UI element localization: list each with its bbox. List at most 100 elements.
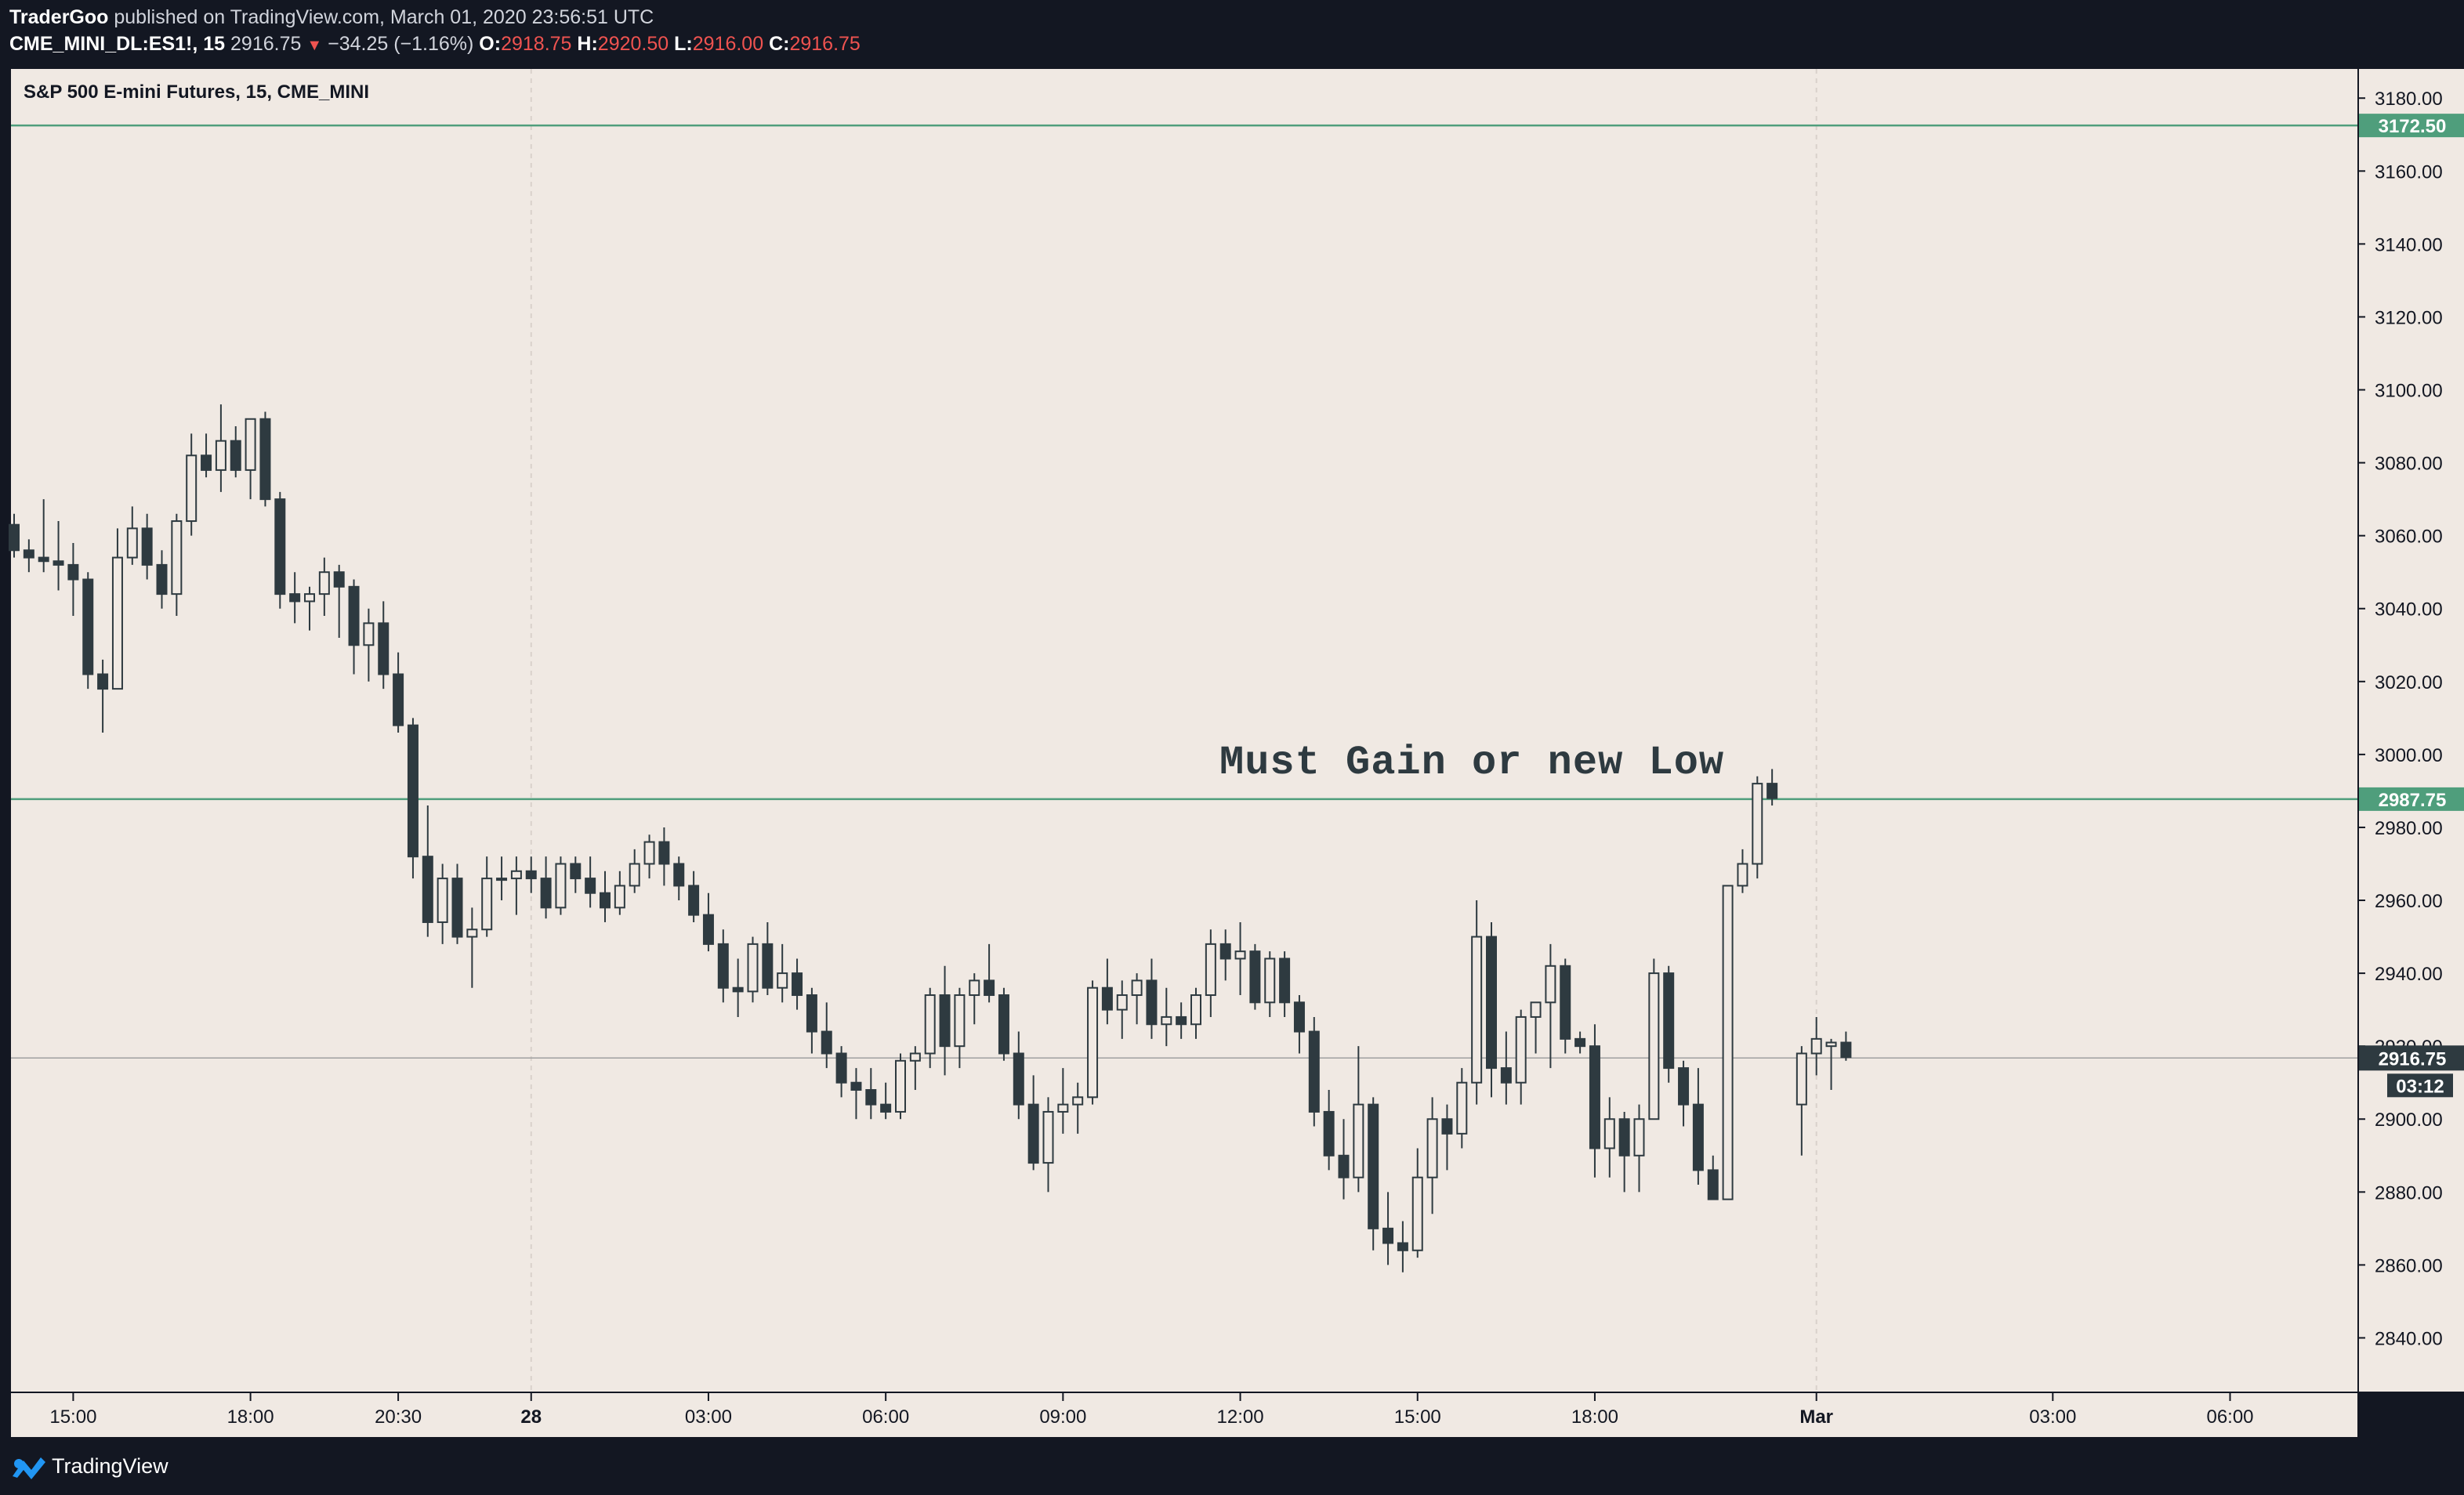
candle-up (1190, 994, 1201, 1026)
candle-down (1486, 936, 1497, 1070)
chart-pane[interactable] (11, 69, 2357, 1392)
price-tick-label: 3060.00 (2375, 527, 2443, 548)
candle-down (393, 673, 404, 726)
candle-down (1707, 1169, 1719, 1200)
price-tick-labels: 3180.00 3160.00 3140.00 3120.00 3100.00 3080.… (2357, 89, 2443, 1349)
candle-down (1013, 1052, 1024, 1106)
grid-layer (530, 69, 1817, 1392)
tradingview-logo-icon[interactable] (9, 1453, 47, 1479)
candle-up (614, 885, 625, 909)
candle-down (865, 1089, 877, 1106)
candle-up (245, 418, 256, 471)
candle-up (1515, 1015, 1527, 1084)
chart-title: S&P 500 E-mini Futures, 15, CME_MINI (24, 81, 370, 103)
candle-down (407, 724, 419, 858)
candle-down (1368, 1103, 1379, 1229)
candle-down (9, 523, 20, 552)
candle-up (466, 928, 478, 938)
price-tick-label: 2900.00 (2375, 1109, 2443, 1131)
candle-down (702, 914, 714, 945)
candle-down (201, 454, 212, 471)
price-axis[interactable] (2359, 69, 2464, 1392)
candle-down (688, 885, 700, 916)
candle-down (835, 1052, 847, 1084)
level-price-tag (2359, 114, 2464, 138)
time-tick-label: 15:00 (1394, 1406, 1441, 1428)
price-tick-label: 3160.00 (2375, 161, 2443, 183)
symbol-label[interactable]: CME_MINI_DL:ES1!, 15 (9, 33, 226, 55)
low-label: L: (674, 33, 693, 55)
footer-brand[interactable]: TradingView (52, 1454, 168, 1478)
open-label: O: (479, 33, 502, 55)
candle-up (304, 593, 315, 603)
candle-up (1072, 1096, 1084, 1106)
candle-down (717, 943, 729, 989)
candle-up (1530, 1001, 1542, 1018)
price-tags: 3172.50 2987.75 2916.75 03:12 (2359, 114, 2464, 1098)
candle-up (481, 878, 493, 931)
time-tick-label: 15:00 (49, 1406, 96, 1428)
candle-down (97, 673, 109, 690)
candle-up (126, 527, 138, 559)
last-price-value: 2916.75 (230, 33, 302, 55)
candle-down (23, 549, 34, 559)
candle-up (1264, 957, 1276, 1004)
candle-up (318, 571, 330, 595)
candle-down (998, 994, 1009, 1055)
price-tick-label: 3000.00 (2375, 745, 2443, 766)
candle-down (1323, 1110, 1335, 1157)
footer-bar: TradingView (0, 1437, 2464, 1495)
candle-down (600, 892, 611, 909)
candle-up (909, 1052, 921, 1062)
publisher-name[interactable]: TraderGoo (9, 6, 109, 28)
candle-down (762, 943, 774, 989)
price-tick-label: 3100.00 (2375, 381, 2443, 402)
time-tick-label: 03:00 (2029, 1406, 2076, 1428)
publish-info: TraderGoo published on TradingView.com, … (9, 6, 654, 29)
candle-down (1027, 1103, 1039, 1164)
last-price-tag (2359, 1045, 2464, 1071)
candle-down (259, 418, 271, 501)
candle-up (1411, 1176, 1423, 1251)
candle-up (1057, 1103, 1069, 1113)
candle-down (230, 440, 241, 471)
candle-up (1722, 885, 1734, 1200)
price-tick-label: 3120.00 (2375, 307, 2443, 328)
candle-down (792, 972, 803, 997)
candle-down (1176, 1015, 1187, 1026)
candle-down (451, 878, 463, 938)
candle-up (1810, 1037, 1822, 1055)
candle-down (673, 863, 685, 887)
candle-up (1603, 1118, 1615, 1149)
candle-up (215, 440, 226, 471)
time-axis[interactable] (11, 1393, 2357, 1437)
candle-up (1545, 965, 1556, 1004)
candle-down (732, 986, 744, 993)
candle-down (1840, 1041, 1852, 1059)
candle-up (1795, 1052, 1807, 1106)
high-label: H: (577, 33, 598, 55)
candle-down (1441, 1118, 1453, 1135)
countdown-tag-label: 03:12 (2396, 1076, 2444, 1097)
candle-down (274, 498, 286, 595)
candle-down (1293, 1001, 1305, 1033)
candle-up (1353, 1103, 1364, 1178)
price-tick-label: 2880.00 (2375, 1182, 2443, 1204)
time-tick-label: 09:00 (1039, 1406, 1086, 1428)
candle-down (348, 585, 360, 646)
time-tick-label: 06:00 (2206, 1406, 2253, 1428)
candle-up (1752, 783, 1763, 865)
countdown-tag (2387, 1073, 2453, 1098)
candle-down (1692, 1103, 1704, 1171)
candle-up (924, 994, 936, 1055)
chart-annotation[interactable]: Must Gain or new Low (1219, 740, 1725, 786)
open-value: 2918.75 (501, 33, 572, 55)
candle-down (1279, 957, 1291, 1004)
price-tick-label: 3180.00 (2375, 89, 2443, 110)
header-bar: TraderGoo published on TradingView.com, … (0, 0, 2464, 67)
candle-down (1560, 965, 1571, 1040)
candle-down (38, 556, 49, 563)
time-tick-labels: 15:00 18:00 20:30 28 03:00 06:00 09:00 12:00 15:… (49, 1393, 2254, 1428)
ohlc-legend: CME_MINI_DL:ES1!, 15 2916.75 ▼ −34.25 (−… (9, 33, 861, 56)
